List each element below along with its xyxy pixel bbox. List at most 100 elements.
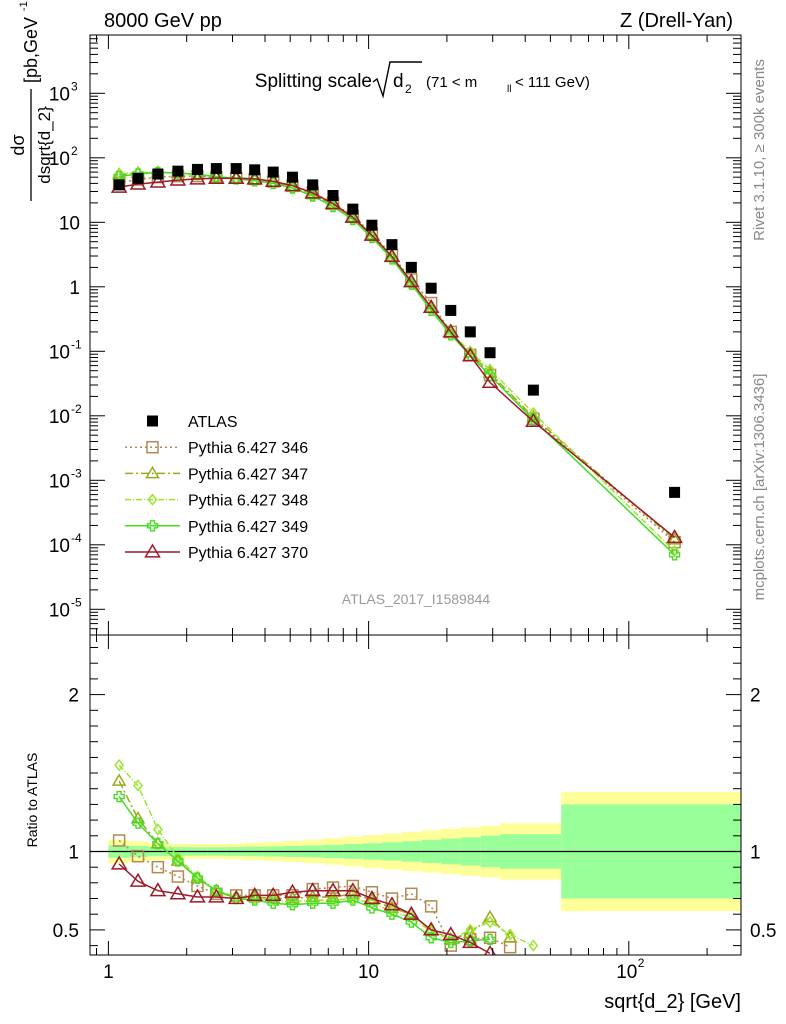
- triangle-marker: [481, 373, 499, 389]
- diamond-marker: [485, 915, 496, 929]
- square-marker: [171, 870, 185, 883]
- data-point: [152, 168, 164, 180]
- data-point: [210, 163, 222, 175]
- y-tick-label: 10 -5: [49, 595, 82, 621]
- cross-marker: [132, 817, 144, 829]
- x-tick-label: 10: [358, 962, 379, 983]
- data-point: [113, 179, 125, 191]
- main-y-axis-label: dσ dsqrt{d_2} [pb,GeV -1 ]: [8, 1, 54, 201]
- diamond-marker: [133, 779, 143, 792]
- ratio-pythia-6-427-370: [110, 855, 496, 955]
- series-pythia-6-427-370: [110, 169, 683, 544]
- y-tick-label-exp: -2: [71, 402, 82, 416]
- x-tick-label-base: 10: [358, 962, 379, 983]
- square-marker: [424, 900, 438, 913]
- legend-label: Pythia 6.427 348: [188, 493, 308, 510]
- x-tick-label-base: 10: [616, 962, 637, 983]
- triangle-marker: [324, 195, 342, 210]
- y-tick-label-exp: -1: [71, 337, 82, 351]
- triangle-marker: [442, 323, 460, 338]
- legend-label: Pythia 6.427 349: [188, 519, 308, 536]
- ylabel-numerator: dσ: [8, 134, 28, 155]
- legend-label: Pythia 6.427 370: [188, 545, 308, 562]
- triangle-marker: [149, 882, 167, 897]
- plot-title: Splitting scale d 2 (71 < m ll < 111 GeV…: [255, 61, 590, 99]
- y-tick-label-base: 10: [49, 407, 70, 428]
- legend: ATLAS Pythia 6.427 346 Pythia 6.427 347 Pyt…: [125, 414, 308, 562]
- triangle-marker: [461, 347, 479, 362]
- cross-marker: [286, 899, 299, 911]
- triangle-marker: [150, 836, 166, 849]
- series-line: [118, 177, 676, 539]
- data-point: [327, 190, 339, 202]
- ratio-line: [118, 764, 534, 947]
- triangle-marker: [344, 208, 362, 223]
- triangle-marker: [145, 465, 160, 479]
- y-tick-label: 10 2: [49, 144, 78, 170]
- ratio-panel: 0.5 0.51 12 21 10 10 2 Ratio to ATLAS sqrt{d_2…: [24, 634, 777, 1013]
- header-right: Z (Drell-Yan): [620, 10, 733, 32]
- triangle-marker: [422, 921, 440, 936]
- main-y-ticks: [90, 34, 741, 636]
- data-point: [464, 326, 476, 338]
- triangle-marker: [129, 872, 147, 887]
- plot-title-text: Splitting scale: [255, 71, 372, 92]
- cross-marker: [191, 872, 204, 884]
- diamond-marker: [505, 928, 516, 941]
- ylabel-units: [pb,GeV: [21, 17, 41, 83]
- plot-watermark: ATLAS_2017_I1589844: [342, 591, 491, 607]
- triangle-marker: [111, 773, 127, 786]
- triangle-marker: [403, 905, 420, 920]
- triangle-marker: [227, 169, 245, 184]
- triangle-marker: [264, 172, 282, 188]
- data-point: [366, 219, 378, 231]
- x-tick-label: 1: [103, 962, 114, 983]
- legend-label: ATLAS: [188, 414, 238, 431]
- cross-marker: [113, 790, 125, 803]
- triangle-marker: [442, 926, 460, 941]
- triangle-marker: [363, 226, 381, 241]
- y-tick-label-exp: -5: [71, 595, 82, 609]
- triangle-marker: [666, 528, 683, 544]
- x-tick-label: 10 2: [616, 956, 645, 983]
- square-marker: [146, 440, 159, 454]
- rivet-label: Rivet 3.1.10, ≥ 300k events: [751, 59, 768, 241]
- diamond-marker: [528, 406, 539, 420]
- triangle-marker: [461, 933, 479, 949]
- ratio-y-tick-label: 0.5: [53, 921, 79, 942]
- triangle-marker: [324, 882, 342, 897]
- plot-title-cut-sub: ll: [507, 84, 511, 95]
- ratio-tick-labels: 0.5 0.51 12 21 10 10 2: [53, 686, 777, 983]
- data-point: [445, 304, 457, 316]
- legend-entry: Pythia 6.427 349: [125, 519, 308, 536]
- triangle-marker: [208, 169, 225, 184]
- data-point: [405, 261, 417, 273]
- legend-entry: Pythia 6.427 346: [125, 440, 308, 457]
- y-tick-label: 10 -2: [49, 402, 82, 428]
- triangle-marker: [144, 543, 161, 558]
- data-point: [172, 165, 184, 177]
- cross-marker: [668, 549, 681, 561]
- square-marker: [151, 860, 165, 874]
- triangle-marker: [304, 184, 322, 199]
- data-point: [267, 166, 279, 178]
- triangle-marker: [189, 170, 206, 185]
- legend-entry: Pythia 6.427 347: [125, 465, 308, 483]
- y-tick-label-base: 10: [49, 149, 70, 170]
- triangle-marker: [422, 298, 440, 313]
- y-tick-label-base: 1: [69, 278, 80, 299]
- y-tick-label-exp: -4: [71, 531, 82, 545]
- triangle-marker: [525, 412, 542, 428]
- atlas-data: [113, 163, 681, 498]
- ratio-y-tick-label: 1: [68, 842, 79, 863]
- triangle-marker: [284, 177, 301, 192]
- triangle-marker: [667, 532, 682, 545]
- triangle-marker: [246, 886, 263, 902]
- plot-title-cut-tail: < 111 GeV): [515, 74, 590, 91]
- legend-entry: ATLAS: [147, 414, 238, 431]
- ratio-y-tick-label-right: 2: [750, 686, 761, 707]
- ylabel-units-sup: -1: [18, 1, 30, 11]
- data-point: [669, 486, 681, 498]
- sqrt-sign: [372, 61, 422, 99]
- cross-marker: [267, 897, 279, 909]
